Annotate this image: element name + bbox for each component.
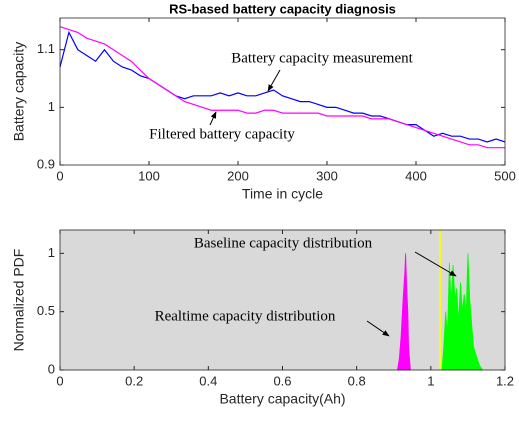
x-tick-label: 0.8: [348, 373, 366, 388]
x-tick-label: 1: [427, 373, 434, 388]
x-tick-label: 500: [494, 168, 516, 183]
x-tick-label: 300: [316, 168, 338, 183]
y-tick-label: 0.9: [37, 156, 55, 171]
y-axis-label: Battery capacity: [11, 42, 27, 142]
y-axis-label: Normalized PDF: [11, 249, 27, 352]
x-axis-label: Battery capacity(Ah): [219, 391, 345, 407]
x-tick-label: 0.4: [199, 373, 217, 388]
x-tick-label: 1.2: [496, 373, 514, 388]
x-tick-label: 0.6: [273, 373, 291, 388]
x-axis-label: Time in cycle: [242, 186, 323, 202]
chart-title: RS-based battery capacity diagnosis: [169, 1, 396, 16]
line: [59, 26, 505, 149]
area: [441, 253, 484, 371]
plot-area: [60, 18, 505, 165]
x-tick-label: 0: [56, 373, 63, 388]
x-tick-label: 400: [405, 168, 427, 183]
annotation: Realtime capacity distribution: [155, 308, 336, 324]
annotation-arrow: [267, 69, 281, 92]
x-tick-label: 0: [56, 168, 63, 183]
y-tick-label: 0: [48, 361, 55, 376]
y-tick-label: 1.1: [37, 41, 55, 56]
x-tick-label: 0.2: [125, 373, 143, 388]
line: [59, 30, 506, 143]
y-tick-label: 1: [48, 99, 55, 114]
annotation-arrow: [414, 251, 457, 277]
annotation-arrow: [366, 320, 390, 337]
x-tick-label: 200: [227, 168, 249, 183]
y-tick-label: 0.5: [37, 303, 55, 318]
annotation: Filtered battery capacity: [149, 126, 295, 142]
plot-area: [60, 230, 505, 370]
area: [396, 253, 411, 371]
axes-box: [59, 17, 506, 166]
annotation: Baseline capacity distribution: [194, 235, 373, 251]
annotation-arrow: [209, 111, 217, 126]
annotation: Battery capacity measurement: [231, 50, 413, 66]
y-tick-label: 1: [48, 245, 55, 260]
x-tick-label: 100: [138, 168, 160, 183]
